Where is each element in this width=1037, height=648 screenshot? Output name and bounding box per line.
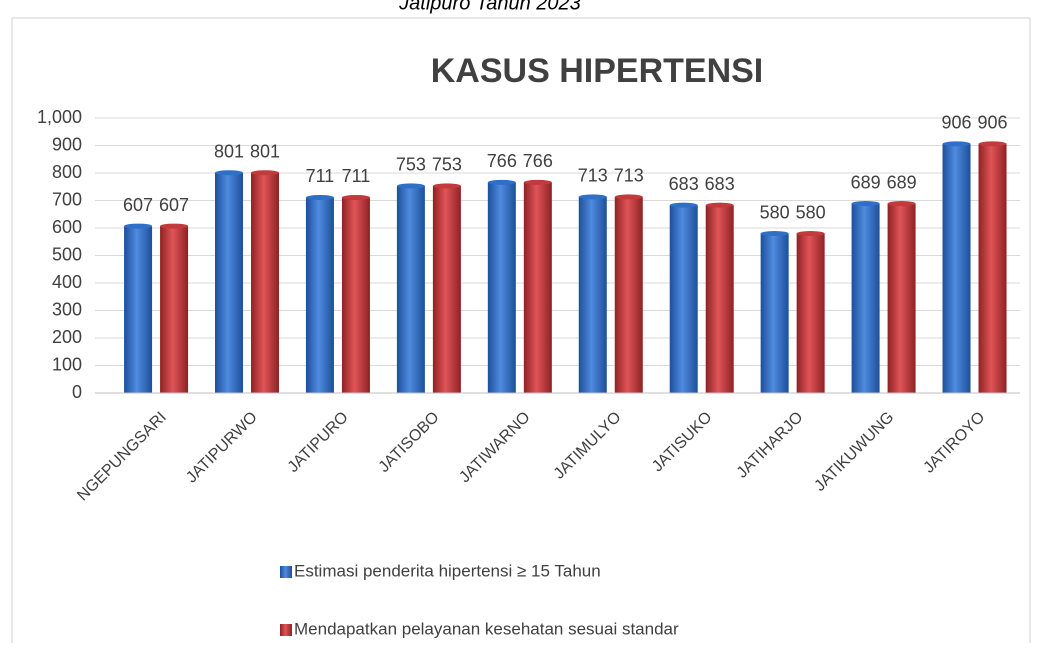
chart-frame xyxy=(11,17,1031,648)
data-label: 683 xyxy=(705,174,735,194)
bar xyxy=(251,172,280,393)
bar-top xyxy=(614,194,643,200)
data-label: 607 xyxy=(159,195,189,215)
bar xyxy=(614,196,643,393)
legend-label: Estimasi penderita hipertensi ≥ 15 Tahun xyxy=(294,561,601,580)
data-label: 753 xyxy=(396,155,426,175)
data-label: 580 xyxy=(796,202,826,222)
x-tick-label: JATIPURWO xyxy=(183,409,261,487)
bar-top xyxy=(215,170,244,176)
x-tick-label: NGEPUNGSARI xyxy=(74,409,170,505)
bar-top xyxy=(851,201,880,207)
bar-top xyxy=(432,183,461,189)
bar xyxy=(887,203,916,393)
bar-top xyxy=(487,179,516,185)
y-tick-label: 500 xyxy=(52,244,82,264)
bar-top xyxy=(396,183,425,189)
y-tick-label: 200 xyxy=(52,327,82,347)
bar-top xyxy=(305,194,334,200)
data-label: 689 xyxy=(851,172,881,192)
x-tick-label: JATIMULYO xyxy=(551,409,625,483)
bar xyxy=(215,172,244,393)
y-tick-label: 0 xyxy=(72,382,82,402)
bar-top xyxy=(124,223,153,229)
bar xyxy=(796,233,825,393)
data-label: 906 xyxy=(978,113,1008,133)
data-label: 801 xyxy=(214,141,244,161)
data-label: 906 xyxy=(942,113,972,133)
bar xyxy=(669,205,698,393)
y-tick-label: 100 xyxy=(52,354,82,374)
y-tick-label: 1,000 xyxy=(37,107,82,127)
x-tick-label: JATIWARNO xyxy=(456,409,533,486)
data-label: 766 xyxy=(487,151,517,171)
bar xyxy=(705,205,734,393)
bar xyxy=(341,197,370,393)
x-tick-label: JATIHARJO xyxy=(734,409,807,482)
bar xyxy=(124,226,153,393)
chart-title: KASUS HIPERTENSI xyxy=(431,52,764,90)
bar xyxy=(578,196,607,393)
bar-top xyxy=(887,201,916,207)
x-tick-label: JATISOBO xyxy=(376,409,443,476)
bar-top xyxy=(578,194,607,200)
bar-top xyxy=(523,179,552,185)
data-label: 801 xyxy=(250,141,280,161)
data-label: 766 xyxy=(523,151,553,171)
data-label: 607 xyxy=(123,195,153,215)
bar-top xyxy=(705,202,734,208)
bar xyxy=(305,197,334,393)
y-tick-label: 700 xyxy=(52,189,82,209)
bar xyxy=(160,226,189,393)
bar-top xyxy=(160,223,189,229)
bar-top xyxy=(796,231,825,236)
x-tick-label: JATIKUWUNG xyxy=(811,409,897,495)
bar xyxy=(432,185,461,393)
caption: Jatipuro Tahun 2023 xyxy=(398,0,581,14)
bar xyxy=(851,203,880,393)
bar xyxy=(760,233,789,393)
legend-label: Mendapatkan pelayanan kesehatan sesuai s… xyxy=(294,619,679,638)
x-tick-label: JATIROYO xyxy=(921,409,989,477)
bar xyxy=(523,182,552,393)
bar-top xyxy=(251,170,280,176)
data-label: 580 xyxy=(760,202,790,222)
data-label: 713 xyxy=(578,166,608,186)
bar xyxy=(978,143,1007,393)
bar-top xyxy=(760,231,789,236)
bar-top xyxy=(669,202,698,208)
bar xyxy=(396,185,425,393)
x-tick-label: JATIPURO xyxy=(285,409,352,476)
y-tick-label: 400 xyxy=(52,272,82,292)
legend-swatch xyxy=(280,624,292,636)
bar xyxy=(487,182,516,393)
data-label: 753 xyxy=(432,155,462,175)
data-label: 689 xyxy=(887,172,917,192)
legend-swatch xyxy=(280,566,292,578)
bar-top xyxy=(341,194,370,200)
y-tick-label: 600 xyxy=(52,217,82,237)
data-label: 713 xyxy=(614,166,644,186)
data-label: 711 xyxy=(306,166,335,186)
y-tick-label: 300 xyxy=(52,299,82,319)
bar-top xyxy=(978,141,1007,147)
y-tick-label: 800 xyxy=(52,162,82,182)
bar xyxy=(942,143,971,393)
data-label: 711 xyxy=(342,166,371,186)
bar-top xyxy=(942,141,971,147)
data-label: 683 xyxy=(669,174,699,194)
y-tick-label: 900 xyxy=(52,134,82,154)
x-tick-label: JATISUKO xyxy=(649,409,716,476)
